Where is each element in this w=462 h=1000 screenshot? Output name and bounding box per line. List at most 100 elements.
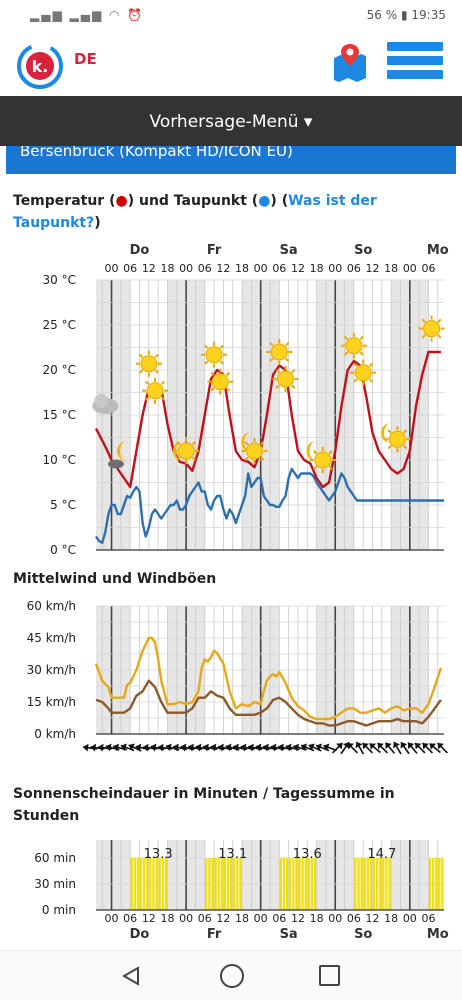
sunshine-bar	[155, 858, 158, 910]
moon-shape	[381, 423, 392, 443]
sun-ray	[191, 441, 197, 446]
sun-ray	[368, 362, 374, 368]
cloud-shape	[94, 394, 109, 408]
arrow-head	[195, 743, 202, 752]
hour-tick-label: 00	[105, 912, 119, 925]
hour-tick-label: 18	[310, 262, 324, 275]
arrow-head	[355, 741, 363, 749]
moon-shape	[116, 441, 127, 461]
arrow-head	[408, 742, 415, 750]
sunshine-bar	[304, 858, 307, 910]
sun-ray	[275, 384, 280, 389]
temp-title-part: Temperatur (	[13, 193, 116, 209]
dew-dot-icon: ●	[258, 193, 271, 209]
sun-icon	[207, 368, 234, 395]
map-location-icon[interactable]	[330, 42, 370, 82]
sunshine-bar	[152, 858, 155, 910]
hour-tick-label: 12	[216, 262, 230, 275]
arrow-head	[90, 743, 97, 752]
wind-direction-arrow	[369, 742, 381, 754]
arrow-head	[377, 743, 384, 750]
sun-ray	[204, 344, 209, 350]
arrow-head	[347, 743, 354, 750]
arrow-head	[173, 743, 179, 752]
arrow-head	[278, 743, 284, 752]
forecast-menu-label: Vorhersage-Menü	[149, 112, 299, 132]
home-icon[interactable]	[220, 964, 244, 988]
wind-direction-arrow	[393, 741, 402, 755]
sun-ray	[160, 396, 165, 401]
hour-tick-label: 00	[403, 262, 417, 275]
hour-tick-label: 12	[216, 912, 230, 925]
arrow-head	[301, 743, 308, 751]
sunshine-bar	[313, 858, 317, 910]
location-title: Bersenbrück (Kompakt HD/ICON EU)	[20, 146, 293, 160]
day-label: Mo	[427, 243, 449, 258]
sun-ray	[328, 465, 333, 470]
svg-text:k.: k.	[32, 57, 49, 76]
back-icon[interactable]	[120, 965, 142, 987]
sun-ray	[176, 456, 181, 461]
hour-tick-label: 06	[123, 912, 137, 925]
sun-icon	[135, 350, 162, 377]
hour-tick-label: 00	[403, 912, 417, 925]
sun-disc	[277, 370, 295, 388]
dewpoint-help-link[interactable]: Was ist der Taupunkt?	[13, 193, 377, 231]
sun-ray	[343, 351, 349, 356]
arrow-head	[429, 743, 437, 750]
sunshine-bar	[363, 858, 366, 910]
sunshine-bar	[438, 858, 441, 910]
region-label[interactable]: DE	[74, 50, 97, 68]
sunshine-bar	[136, 858, 140, 910]
sun-disc	[211, 373, 229, 391]
hour-tick-label: 06	[421, 262, 435, 275]
y-tick-label: 60 min	[34, 851, 76, 865]
sun-ray	[387, 429, 392, 434]
system-nav-bar	[0, 950, 462, 1000]
sunshine-bar	[360, 858, 363, 910]
sun-disc	[388, 430, 406, 448]
sun-disc	[140, 355, 158, 373]
hour-tick-label: 18	[160, 912, 174, 925]
sunshine-bar	[357, 858, 360, 910]
sunshine-bar	[233, 858, 236, 910]
arrow-head	[233, 743, 239, 752]
hour-tick-label: 06	[272, 262, 286, 275]
hour-tick-label: 18	[160, 262, 174, 275]
wind-direction-arrow	[400, 741, 410, 755]
sunshine-bar	[133, 858, 136, 910]
sun-disc	[314, 451, 332, 469]
sunshine-bar	[205, 858, 208, 910]
arrow-head	[248, 743, 254, 752]
sun-ray	[403, 429, 408, 434]
arrow-head	[369, 743, 377, 750]
mean-wind-line	[95, 679, 442, 727]
arrow-head	[385, 742, 392, 750]
sunshine-bar	[208, 858, 211, 910]
forecast-menu-bar[interactable]: Vorhersage-Menü ▾	[0, 96, 462, 146]
arrow-head	[210, 743, 217, 752]
y-tick-label: 20 °C	[43, 363, 76, 377]
sun-ray	[291, 369, 296, 374]
hour-tick-label: 18	[384, 912, 398, 925]
temp-title-part: ) (	[270, 193, 289, 209]
sun-ray	[403, 444, 408, 450]
kachelmann-logo[interactable]: k.	[16, 42, 64, 90]
y-tick-label: 0 °C	[50, 543, 76, 557]
arrow-head	[188, 743, 194, 752]
sunshine-bar	[301, 858, 304, 910]
sun-disc	[245, 442, 263, 460]
sun-ray	[353, 362, 358, 368]
moon-shape	[241, 432, 252, 452]
arrow-head	[128, 743, 135, 751]
hamburger-menu-icon[interactable]	[387, 42, 443, 84]
sun-icon	[350, 359, 377, 386]
arrow-head	[218, 743, 224, 752]
moon-icon	[241, 432, 252, 452]
sunshine-bar	[435, 858, 438, 910]
arrow-head	[400, 742, 408, 749]
sun-ray	[191, 456, 197, 461]
recent-apps-icon[interactable]	[319, 965, 340, 986]
sunshine-bar	[307, 858, 310, 910]
sun-icon	[266, 339, 293, 365]
